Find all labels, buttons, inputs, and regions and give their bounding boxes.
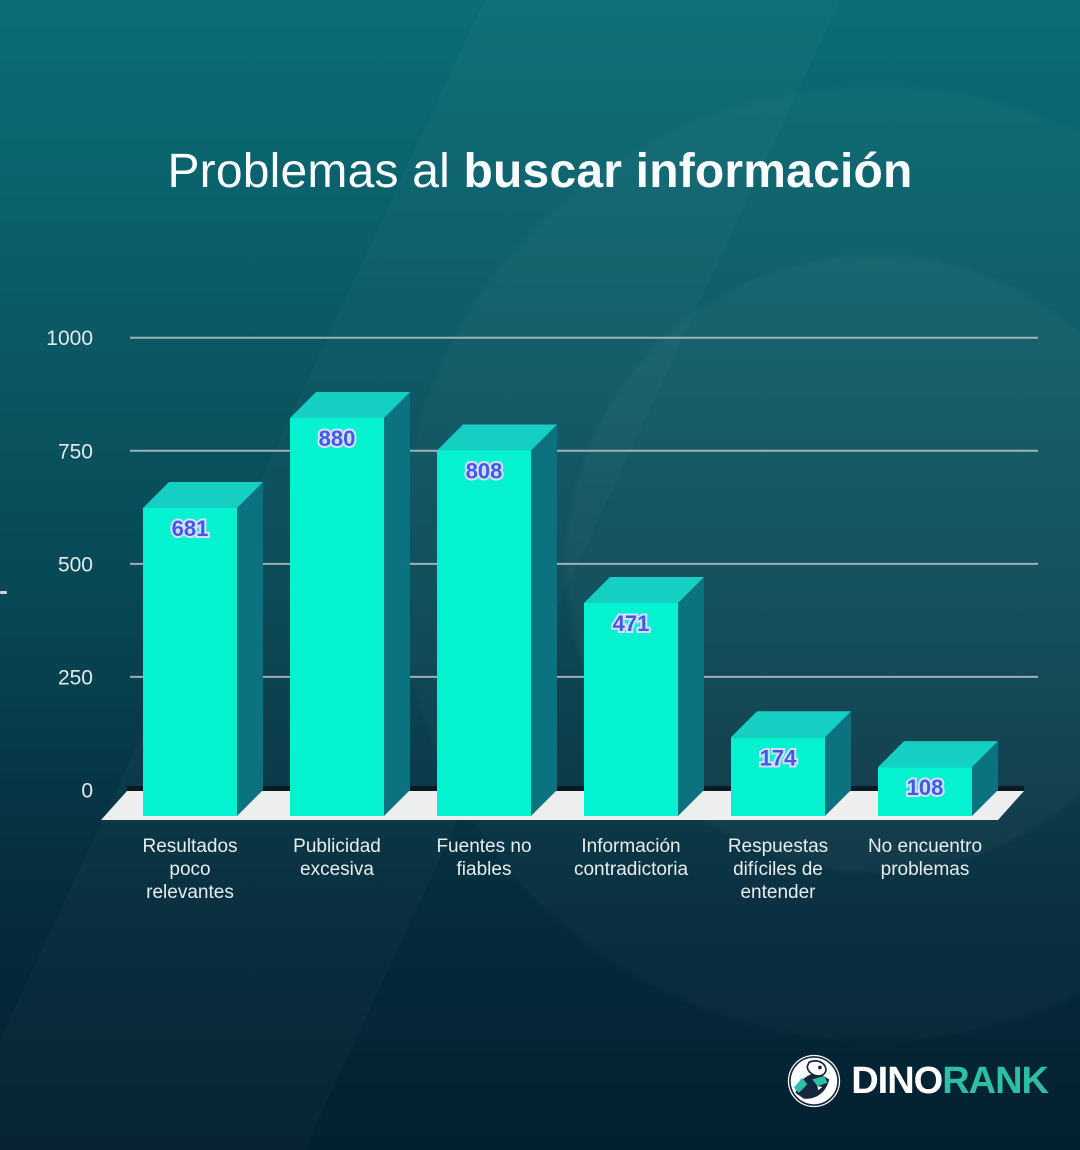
bar-top-face <box>584 576 704 603</box>
bar-front-face <box>290 417 384 816</box>
bar-value-label: 108 <box>907 775 944 800</box>
page-title-regular: Problemas al <box>167 145 464 198</box>
bar-value-label: 880 <box>319 426 356 451</box>
bar-value-label: 808 <box>466 459 503 484</box>
bar-front-face <box>437 450 531 816</box>
y-tick-label: 500 <box>58 553 93 576</box>
bar-side-face <box>972 741 998 816</box>
dino-back-fin <box>793 1077 808 1093</box>
bar-front-face <box>584 602 678 816</box>
y-tick-label: 750 <box>58 440 93 463</box>
bar-top-face <box>878 741 998 768</box>
category-label: Fuentes no fiables <box>436 836 531 880</box>
y-axis-title-fragment <box>0 591 7 594</box>
bar-side-face <box>384 391 410 816</box>
y-tick-label: 0 <box>81 780 93 803</box>
y-tick-label: 250 <box>58 666 93 689</box>
category-label: No encuentro problemas <box>868 836 982 880</box>
bar-top-face <box>143 481 263 508</box>
bar-side-face <box>678 576 704 816</box>
bar-top-face <box>290 391 410 418</box>
category-label: Resultados poco relevantes <box>142 836 237 903</box>
bar-value-label: 681 <box>172 516 209 541</box>
brand-footer: DINORANK <box>787 1053 1049 1109</box>
bar-value-label: 174 <box>760 745 797 770</box>
page-title-bold: buscar información <box>463 145 913 198</box>
brand-wordmark: DINORANK <box>851 1053 1049 1109</box>
y-tick-label: 1000 <box>46 327 93 350</box>
dino-eye <box>818 1065 822 1070</box>
bar-front-face <box>731 737 825 816</box>
dinosaur-badge-icon <box>788 1054 841 1108</box>
brand-rank: RANK <box>942 1060 1049 1102</box>
bar-front-face <box>878 767 972 816</box>
dino-arm <box>812 1075 828 1087</box>
page-title: Problemas al buscar información <box>0 144 1080 200</box>
bar-top-face <box>437 424 557 451</box>
brand-dino: DINO <box>851 1060 943 1102</box>
dino-head <box>806 1060 827 1077</box>
bar-top-face <box>731 711 851 738</box>
bar-side-face <box>237 481 263 816</box>
bar-value-label: 471 <box>613 611 650 636</box>
category-label: Información contradictoria <box>574 836 688 880</box>
category-label: Publicidad excesiva <box>293 836 381 880</box>
category-label: Respuestas difíciles de entender <box>728 836 828 903</box>
bar-front-face <box>143 507 237 816</box>
bar-side-face <box>531 424 557 816</box>
dino-claw <box>817 1086 823 1091</box>
bar-side-face <box>825 711 851 816</box>
